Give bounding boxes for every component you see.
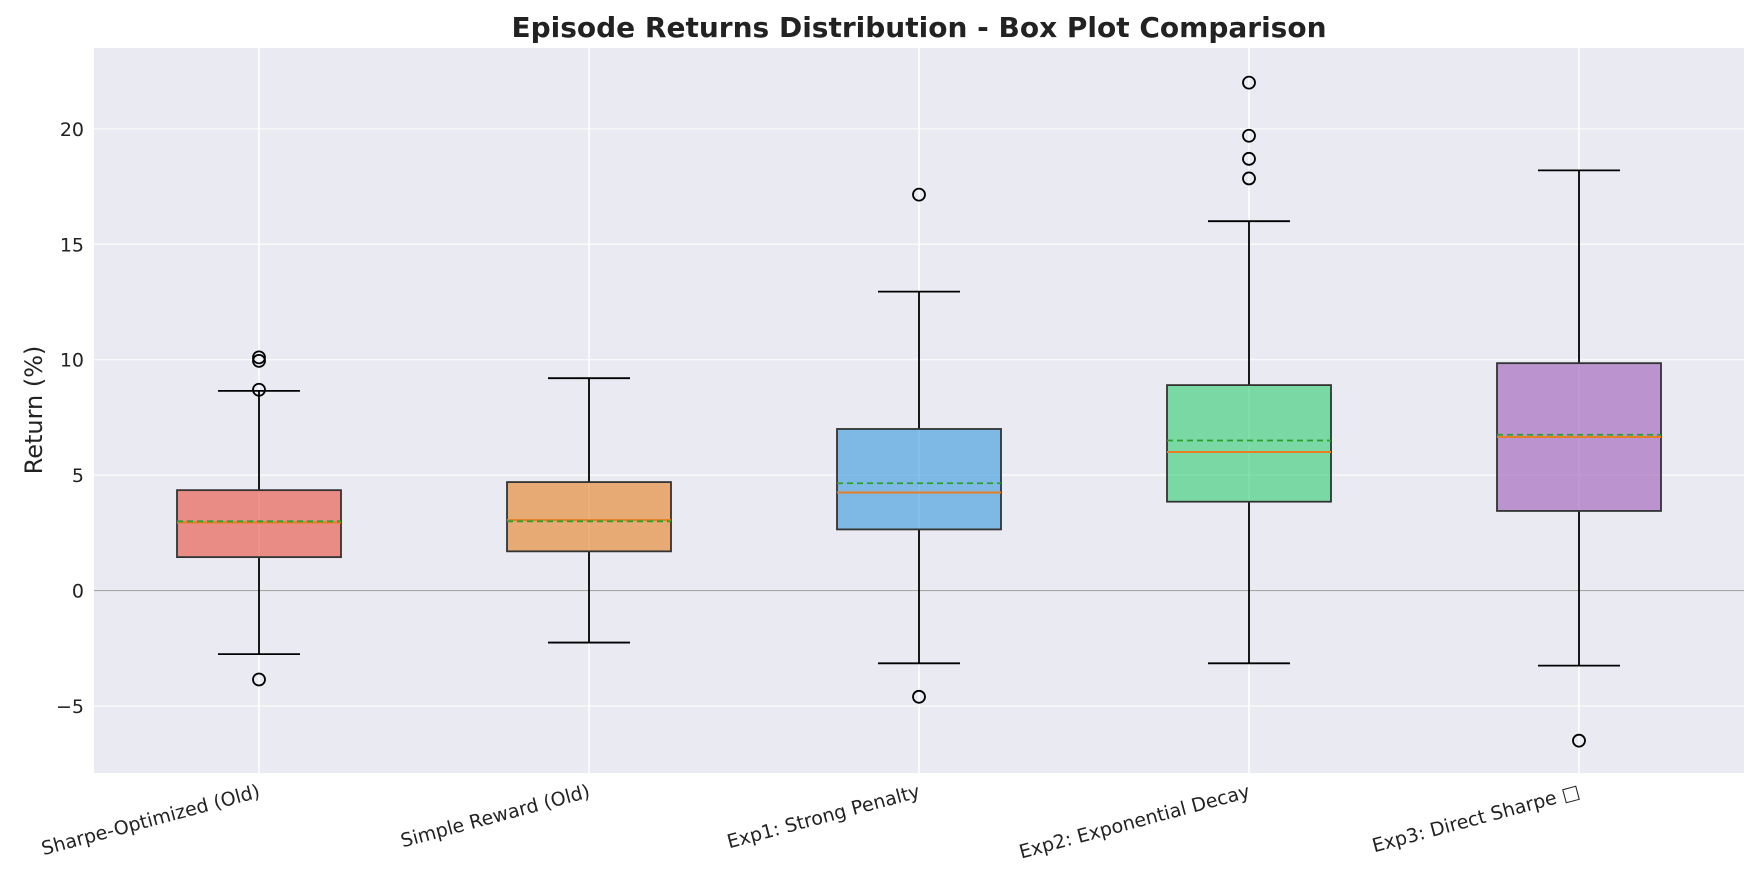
boxes-group [176,75,1662,748]
box-5 [1496,169,1662,748]
outlier-point [252,353,266,368]
outlier-point [1242,151,1256,166]
y-tick-label: 15 [60,234,84,256]
box-body [836,428,1002,531]
outlier-point [252,382,266,397]
outlier-point [912,187,926,202]
box-2 [506,377,672,644]
box-body [176,489,342,559]
chart-title: Episode Returns Distribution - Box Plot … [511,11,1326,44]
outlier-point [912,689,926,704]
box-1 [176,350,342,687]
y-tick-label: −5 [56,696,84,718]
outlier-point [1242,75,1256,90]
outlier-point [1242,128,1256,143]
y-tick-label: 10 [60,350,84,372]
box-body [1166,384,1332,503]
y-axis-ticks: −5 0 5 10 15 20 [56,119,84,718]
box-3 [836,187,1002,704]
y-axis-label: Return (%) [20,346,48,475]
y-tick-label: 20 [60,119,84,141]
y-tick-label: 5 [72,465,84,487]
box-body [506,481,672,553]
box-4 [1166,75,1332,665]
outlier-point [252,672,266,687]
outlier-point [1242,171,1256,186]
outlier-point [252,350,266,365]
outlier-point [1572,733,1586,748]
y-tick-label: 0 [72,581,84,603]
